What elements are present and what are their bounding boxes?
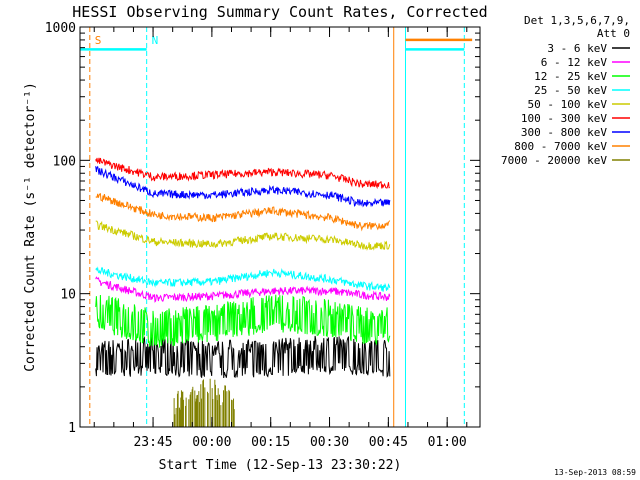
legend-label-5: 100 - 300 keV (521, 112, 607, 125)
y-tick-label-3: 1000 (45, 21, 76, 36)
legend-label-8: 7000 - 20000 keV (501, 154, 607, 167)
legend-label-7: 800 - 7000 keV (514, 140, 607, 153)
x-tick-label-3: 00:30 (310, 435, 349, 450)
legend-header-line-1: Det 1,3,5,6,7,9, (524, 14, 630, 27)
time-marker-label-0: S (95, 34, 102, 47)
series-7 (95, 192, 391, 232)
series-1-line (95, 276, 391, 303)
time-marker-label-1: N (152, 34, 159, 47)
series-0-line (95, 335, 391, 379)
series-4-line (95, 220, 391, 251)
legend-label-3: 25 - 50 keV (534, 84, 607, 97)
series-7-line (95, 192, 391, 232)
x-tick-label-4: 00:45 (369, 435, 408, 450)
legend-header-line-2: Att 0 (597, 27, 630, 40)
legend-label-6: 300 - 800 keV (521, 126, 607, 139)
y-tick-label-2: 100 (53, 154, 76, 169)
series-0 (95, 335, 391, 379)
axis-layer: 1 10 100 1000 23:45 00:00 00:15 00:30 00:45 01:00 (45, 21, 480, 450)
series-6 (95, 165, 391, 208)
y-axis-label: Corrected Count Rate (s⁻¹ detector⁻¹) (23, 82, 38, 372)
series-3 (95, 266, 391, 292)
legend-label-0: 3 - 6 keV (547, 42, 607, 55)
x-tick-label-2: 00:15 (251, 435, 290, 450)
chart-title: HESSI Observing Summary Count Rates, Cor… (72, 3, 487, 21)
x-axis-label: Start Time (12-Sep-13 23:30:22) (159, 458, 402, 473)
series-3-line (95, 266, 391, 292)
legend-label-2: 12 - 25 keV (534, 70, 607, 83)
legend-label-4: 50 - 100 keV (528, 98, 608, 111)
series-6-line (95, 165, 391, 208)
x-tick-label-5: 01:00 (428, 435, 467, 450)
series-5-line (95, 157, 390, 190)
plot-timestamp: 13-Sep-2013 08:59 (554, 468, 636, 477)
x-tick-label-1: 00:00 (192, 435, 231, 450)
plot-frame (79, 26, 481, 428)
series-2-line (95, 294, 391, 348)
y-tick-label-1: 10 (60, 288, 76, 303)
series-8 (173, 378, 235, 427)
series-5 (95, 157, 390, 190)
legend-label-1: 6 - 12 keV (541, 56, 608, 69)
series-1 (95, 276, 391, 303)
series-2 (95, 294, 391, 348)
x-tick-label-0: 23:45 (133, 435, 172, 450)
y-tick-label-0: 1 (68, 421, 76, 436)
series-4 (95, 220, 391, 251)
